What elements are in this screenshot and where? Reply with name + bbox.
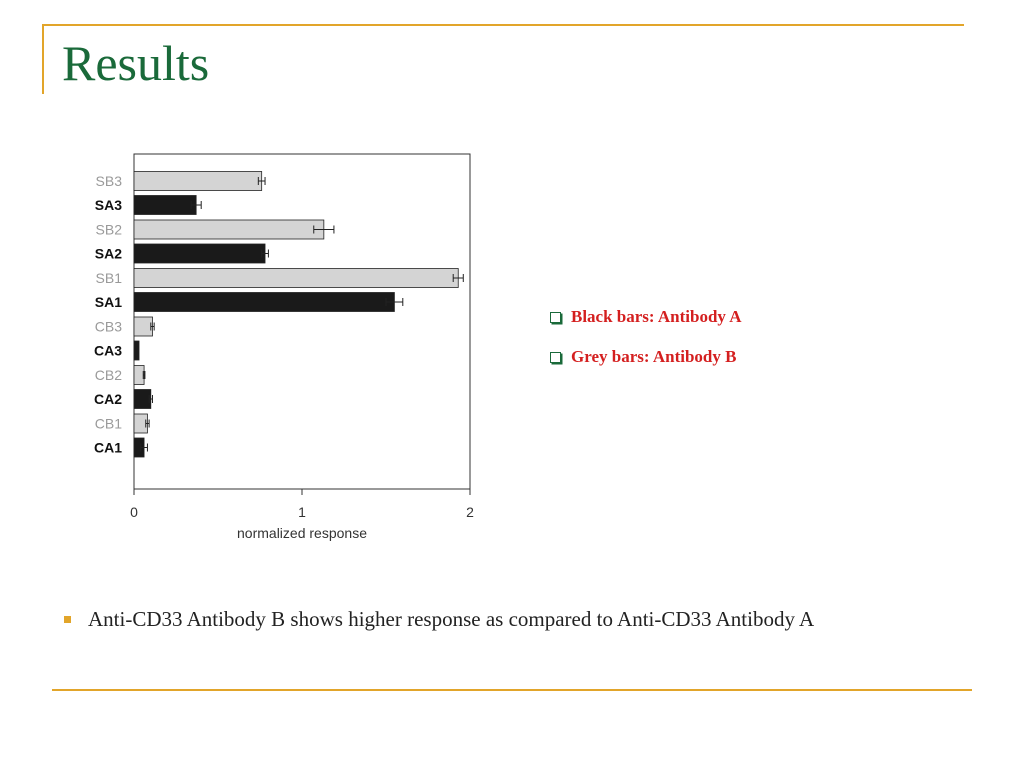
bar-sa2 (133, 243, 266, 264)
legend-item-antibody-b: Grey bars: Antibody B (550, 346, 742, 368)
bar-chart: SB3 SA3 SB2 SA2 SB1 SA1 CB3 CA3 CB2 CA2 CB1 CA1 0 1 2 n… (70, 145, 490, 560)
legend: Black bars: Antibody A Grey bars: Antibo… (550, 306, 742, 386)
x-tick-label-0: 0 (130, 504, 138, 520)
bar-label-sb1: SB1 (96, 270, 123, 286)
bar-label-ca2: CA2 (94, 391, 122, 407)
bar-chart-svg: SB3 SA3 SB2 SA2 SB1 SA1 CB3 CA3 CB2 CA2 CB1 CA1 0 1 2 n… (94, 153, 474, 541)
x-tick-label-1: 1 (298, 504, 306, 520)
bar-label-sa1: SA1 (95, 294, 122, 310)
bar-sa3 (133, 195, 197, 215)
bar-cb3 (133, 316, 153, 337)
bar-label-sa2: SA2 (95, 246, 122, 262)
bar-label-cb1: CB1 (95, 416, 122, 432)
bar-cb2 (133, 365, 145, 385)
bar-sb3 (133, 171, 263, 191)
square-bullet-icon (64, 616, 71, 623)
x-axis-label: normalized response (237, 525, 367, 541)
bar-label-sb3: SB3 (96, 173, 123, 189)
checkbox-icon (550, 351, 561, 363)
bar-sb2 (133, 219, 325, 240)
bar-label-cb3: CB3 (95, 319, 122, 335)
legend-label-antibody-b: Grey bars: Antibody B (571, 347, 737, 366)
bullet-text: Anti-CD33 Antibody B shows higher respon… (88, 607, 815, 631)
bar-label-sa3: SA3 (95, 197, 122, 213)
bar-ca3 (133, 340, 140, 361)
bar-label-ca1: CA1 (94, 440, 122, 456)
frame-left-rule (42, 24, 44, 94)
checkbox-icon (550, 311, 561, 323)
x-tick-label-2: 2 (466, 504, 474, 520)
bar-label-ca3: CA3 (94, 343, 122, 359)
frame-bottom-rule (52, 689, 972, 691)
legend-label-antibody-a: Black bars: Antibody A (571, 307, 742, 326)
slide-title: Results (62, 35, 210, 91)
bar-label-cb2: CB2 (95, 367, 122, 383)
frame-top-rule (42, 24, 964, 26)
bullet-point: Anti-CD33 Antibody B shows higher respon… (64, 607, 814, 632)
bar-sa1 (133, 292, 395, 312)
legend-item-antibody-a: Black bars: Antibody A (550, 306, 742, 328)
bar-label-sb2: SB2 (96, 222, 123, 238)
bar-ca2 (133, 389, 152, 409)
bar-sb1 (133, 268, 459, 288)
